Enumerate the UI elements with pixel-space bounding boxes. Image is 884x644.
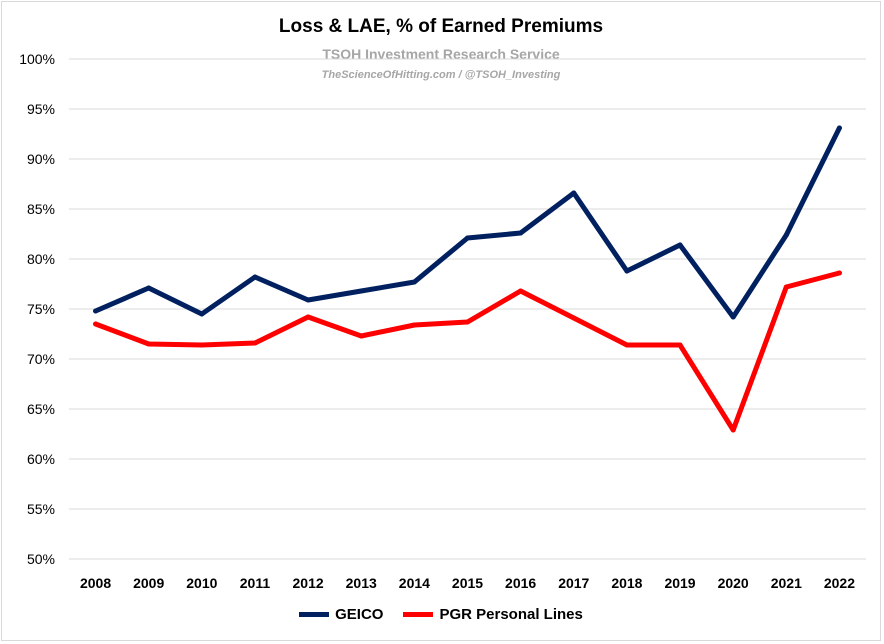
y-axis-ticks: 100% 95% 90% 85% 80% 75% 70% 65% 60% 55% 50% [19,51,55,567]
y-tick-label: 55% [27,501,55,517]
x-tick-label: 2020 [718,575,749,591]
x-tick-label: 2014 [399,575,430,591]
data-point [93,321,99,327]
y-tick-label: 85% [27,201,55,217]
x-tick-label: 2021 [771,575,802,591]
x-tick-label: 2013 [346,575,377,591]
data-point [465,319,470,325]
data-point [199,342,205,348]
data-point [677,242,683,248]
x-axis-ticks: 2008 2009 2010 2011 2012 2013 2014 2015 2016 2017… [80,575,855,591]
x-tick-label: 2022 [824,575,855,591]
data-point [465,235,470,241]
x-tick-label: 2010 [186,575,217,591]
chart-title: Loss & LAE, % of Earned Premiums [278,16,604,37]
y-tick-label: 75% [27,301,55,317]
y-tick-label: 95% [27,101,55,117]
x-tick-label: 2012 [293,575,324,591]
series-lines [93,125,842,433]
data-point [624,342,630,348]
legend-swatch-pgr [403,612,434,617]
x-tick-label: 2019 [664,575,695,591]
data-point [93,308,99,314]
data-point [411,322,417,328]
gridlines [69,58,866,560]
data-point [836,125,842,131]
data-point [305,314,311,320]
data-point [730,314,736,320]
data-point [411,279,417,285]
data-point [624,268,630,274]
data-point [783,284,789,290]
data-point [358,333,364,339]
x-tick-label: 2011 [240,575,271,591]
legend-label-geico: GEICO [335,606,384,623]
chart-credit: TheScienceOfHitting.com / @TSOH_Investin… [321,69,561,81]
chart-subtitle: TSOH Investment Research Service [322,46,560,62]
data-point [358,288,364,294]
x-tick-label: 2009 [133,575,164,591]
data-point [518,230,524,236]
x-tick-label: 2008 [80,575,111,591]
legend-item-geico: GEICO [299,606,383,623]
y-tick-label: 65% [27,401,55,417]
x-tick-label: 2015 [452,575,483,591]
series-line-pgr-personal-lines [93,270,842,433]
y-tick-label: 60% [27,451,55,467]
y-tick-label: 90% [27,151,55,167]
y-tick-label: 50% [27,551,55,567]
data-point [571,190,577,196]
data-point [571,315,577,321]
data-point [677,342,683,348]
data-point [252,340,258,346]
data-point [305,297,311,303]
data-point [146,341,152,347]
data-point [199,311,205,317]
legend: GEICO PGR Personal Lines [2,606,880,623]
series-line-geico [93,125,842,320]
x-tick-label: 2017 [558,575,589,591]
legend-swatch-geico [299,612,330,617]
x-tick-label: 2016 [505,575,536,591]
data-point [146,285,152,291]
y-tick-label: 100% [19,51,55,67]
data-point [783,232,789,238]
y-tick-label: 80% [27,251,55,267]
y-tick-label: 70% [27,351,55,367]
legend-item-pgr: PGR Personal Lines [403,606,583,623]
data-point [836,270,842,276]
data-point [518,288,524,294]
legend-label-pgr: PGR Personal Lines [439,606,583,623]
x-tick-label: 2018 [611,575,642,591]
data-point [730,427,736,433]
data-point [252,274,258,280]
